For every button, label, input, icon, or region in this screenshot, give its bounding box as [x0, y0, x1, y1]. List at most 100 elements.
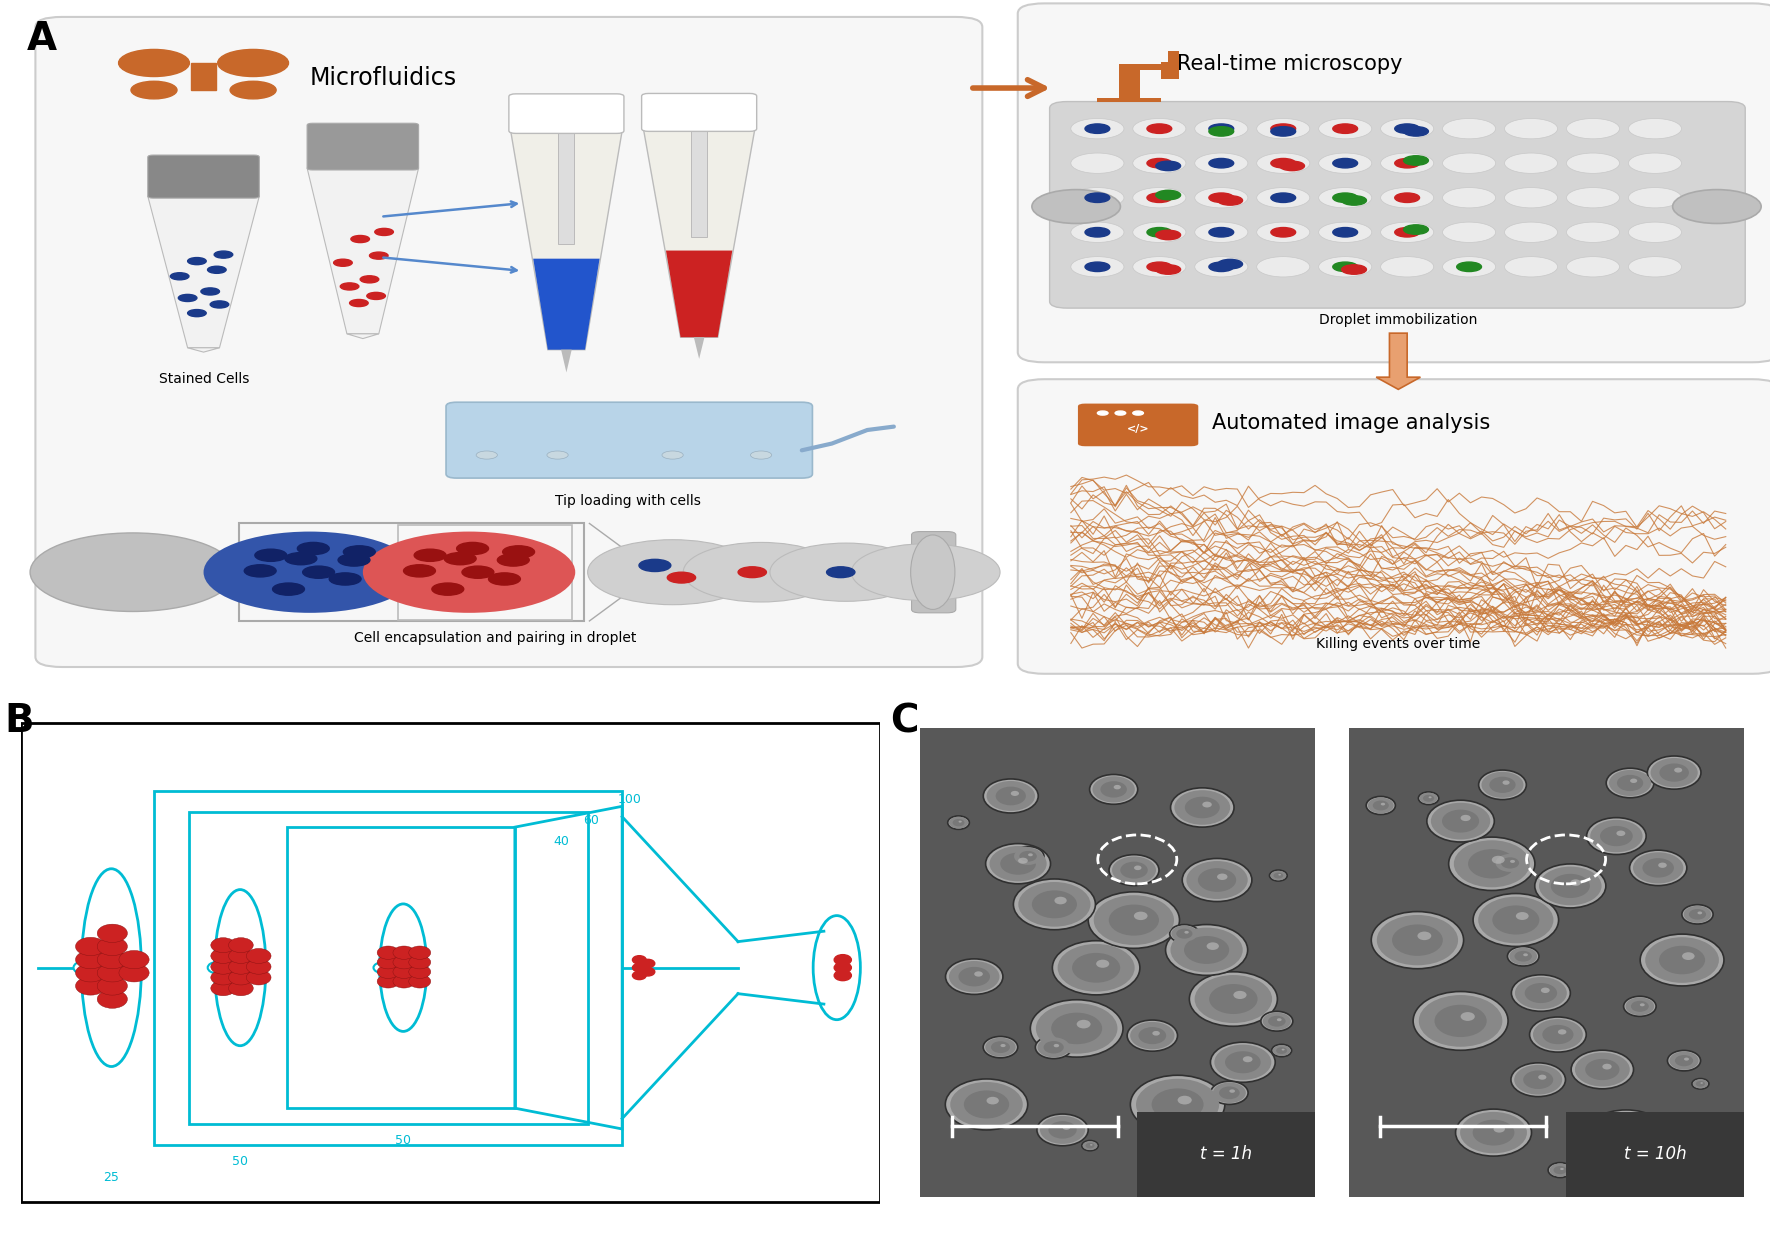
Circle shape [377, 956, 398, 969]
Bar [920, 729, 1315, 1196]
Circle shape [1412, 992, 1508, 1051]
Circle shape [1234, 991, 1246, 999]
Circle shape [1113, 785, 1120, 789]
FancyBboxPatch shape [308, 123, 418, 171]
Circle shape [1639, 1003, 1644, 1006]
Circle shape [1420, 793, 1437, 804]
Text: Automated image analysis: Automated image analysis [1212, 414, 1490, 433]
Circle shape [1071, 257, 1124, 277]
Circle shape [1131, 1075, 1225, 1134]
Circle shape [202, 288, 219, 295]
Circle shape [1558, 1030, 1566, 1035]
Circle shape [1108, 904, 1159, 935]
Circle shape [1271, 227, 1296, 237]
Circle shape [409, 974, 430, 988]
Circle shape [1381, 153, 1434, 173]
Circle shape [497, 554, 529, 566]
Circle shape [1182, 859, 1251, 902]
Circle shape [1014, 879, 1096, 929]
Circle shape [1032, 189, 1120, 223]
Circle shape [1628, 118, 1682, 139]
FancyBboxPatch shape [1078, 404, 1198, 446]
Circle shape [303, 566, 335, 578]
Circle shape [1443, 188, 1496, 208]
Circle shape [1211, 1081, 1248, 1105]
Circle shape [1489, 776, 1515, 793]
Circle shape [1166, 924, 1248, 976]
Polygon shape [561, 350, 572, 372]
Circle shape [1280, 162, 1304, 171]
Circle shape [1628, 257, 1682, 277]
Polygon shape [188, 347, 219, 352]
Circle shape [851, 544, 1000, 601]
Circle shape [1257, 222, 1310, 242]
Circle shape [949, 816, 968, 829]
Circle shape [1209, 262, 1234, 272]
Circle shape [1000, 1043, 1005, 1047]
Circle shape [350, 236, 370, 242]
Circle shape [188, 257, 205, 265]
Circle shape [244, 564, 276, 577]
Circle shape [588, 539, 758, 604]
Circle shape [1209, 127, 1234, 137]
Circle shape [218, 49, 289, 76]
Circle shape [1418, 793, 1439, 805]
Circle shape [393, 974, 414, 988]
Circle shape [1218, 260, 1243, 268]
Circle shape [414, 549, 446, 562]
Circle shape [1535, 864, 1605, 908]
Circle shape [170, 272, 189, 280]
Text: 25: 25 [103, 1171, 119, 1184]
Circle shape [1689, 909, 1706, 919]
Circle shape [1430, 803, 1490, 839]
Circle shape [119, 951, 149, 969]
Circle shape [1170, 788, 1234, 828]
Circle shape [667, 572, 696, 583]
Circle shape [1071, 153, 1124, 173]
Ellipse shape [912, 535, 956, 609]
Circle shape [1058, 944, 1135, 992]
Circle shape [1271, 193, 1296, 202]
Circle shape [1101, 781, 1127, 798]
Circle shape [228, 938, 253, 953]
Circle shape [1207, 942, 1220, 951]
Circle shape [1650, 1151, 1680, 1170]
Circle shape [1135, 912, 1147, 920]
Circle shape [1209, 227, 1234, 237]
Circle shape [986, 781, 1035, 811]
Circle shape [1342, 196, 1366, 206]
FancyBboxPatch shape [510, 94, 623, 133]
FancyBboxPatch shape [912, 532, 956, 613]
Circle shape [1524, 983, 1558, 1003]
Circle shape [1170, 928, 1243, 972]
Bar [1119, 65, 1140, 98]
Circle shape [1071, 118, 1124, 139]
Circle shape [1011, 791, 1020, 796]
Circle shape [1418, 932, 1432, 940]
Bar [1097, 98, 1161, 102]
Circle shape [1257, 257, 1310, 277]
Circle shape [228, 959, 253, 974]
Circle shape [1152, 1088, 1204, 1121]
Circle shape [1147, 227, 1172, 237]
Circle shape [1071, 188, 1124, 208]
Circle shape [1133, 188, 1186, 208]
Circle shape [1048, 1121, 1076, 1139]
Circle shape [1212, 1082, 1246, 1104]
Text: Stained Cells: Stained Cells [159, 372, 250, 386]
Circle shape [1566, 222, 1620, 242]
Bar [1168, 50, 1179, 63]
Circle shape [228, 971, 253, 984]
FancyBboxPatch shape [1050, 102, 1745, 308]
Circle shape [1627, 1129, 1639, 1136]
Circle shape [1494, 853, 1526, 873]
Circle shape [834, 963, 851, 973]
Circle shape [1667, 1051, 1701, 1071]
Circle shape [1133, 118, 1186, 139]
Circle shape [1644, 937, 1719, 983]
FancyBboxPatch shape [1018, 379, 1770, 673]
Circle shape [1478, 897, 1554, 943]
Circle shape [329, 573, 361, 586]
Circle shape [1395, 227, 1420, 237]
Circle shape [230, 82, 276, 99]
